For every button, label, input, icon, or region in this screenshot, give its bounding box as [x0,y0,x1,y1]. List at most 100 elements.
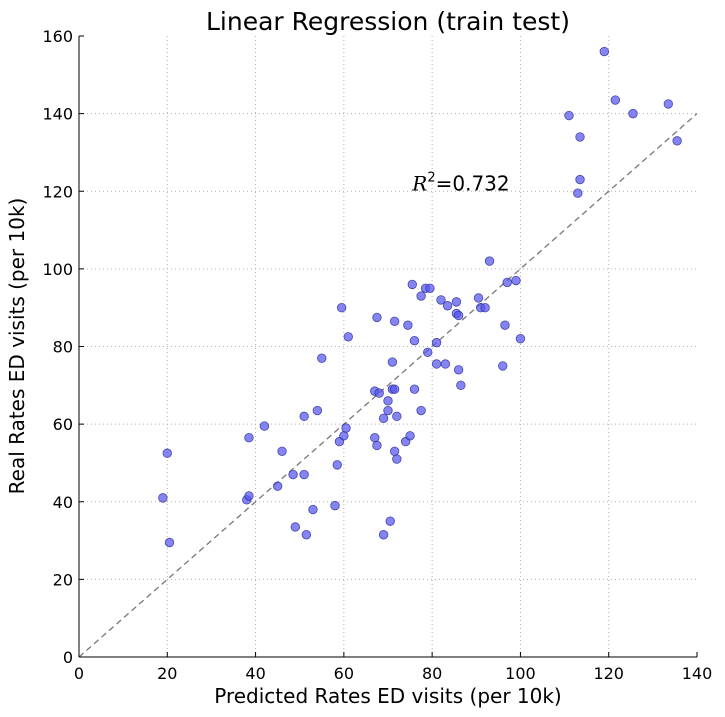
data-point [244,433,254,443]
data-point [407,279,417,290]
data-point [392,411,402,422]
r-squared-exponent: 2 [427,170,435,185]
data-point [341,423,351,433]
grid-lines [79,36,697,657]
data-point [336,302,347,313]
data-point [392,454,402,464]
data-point [573,188,583,198]
x-tick-label: 140 [682,664,713,683]
x-tick-label: 60 [334,664,354,683]
x-tick-label: 0 [74,664,84,683]
data-point [164,537,175,548]
data-point [409,384,420,394]
data-point [628,108,638,119]
data-point [416,405,426,416]
data-point [564,110,574,121]
y-tick-labels: 0 20 40 60 80 100 120 140 160 [42,27,73,667]
data-point [480,302,490,313]
identity-line [78,113,698,658]
y-tick-label: 60 [53,415,73,434]
data-point [515,334,526,344]
y-tick-label: 80 [53,338,73,357]
x-tick-label: 40 [245,664,265,683]
data-point [425,283,435,293]
data-point [317,353,327,363]
data-point [575,132,585,142]
data-point [442,301,453,311]
data-point [431,359,442,369]
data-point [158,493,168,503]
data-point [423,347,433,358]
data-point [374,388,384,398]
data-point [498,361,508,371]
data-point [162,448,172,458]
data-point [378,413,389,424]
data-point [484,256,495,266]
data-point [339,431,349,441]
chart-title: Linear Regression (train test) [206,7,570,36]
axes-frame [78,35,698,658]
data-point [383,405,393,416]
x-tick-label: 20 [157,664,177,683]
data-point [389,446,400,456]
data-point [378,530,389,540]
x-tick-labels: 0 20 40 60 80 100 120 140 [74,664,712,683]
data-point [453,310,464,321]
data-point [409,335,420,346]
r-squared-prefix: R [411,171,427,195]
data-point [330,500,340,511]
y-tick-label: 40 [53,493,73,512]
data-point [610,95,621,105]
y-tick-label: 0 [63,648,73,667]
data-point [502,277,512,288]
y-tick-label: 100 [42,260,73,279]
data-point [288,469,298,480]
data-point [308,504,318,515]
data-point [389,316,400,326]
y-tick-label: 160 [42,27,73,46]
data-point [385,516,395,526]
data-point [405,431,415,441]
y-tick-label: 20 [53,570,73,589]
data-point [511,275,521,286]
data-point [575,174,585,185]
data-point [372,312,382,323]
data-point [599,46,610,57]
x-tick-label: 120 [593,664,624,683]
data-point [332,460,342,470]
data-point [663,99,674,109]
data-point [500,320,510,330]
data-point [473,293,484,303]
data-point [370,433,380,443]
y-tick-label: 120 [42,182,73,201]
data-point [272,481,283,491]
r-squared-annotation: R2=0.732 [411,170,509,195]
x-tick-label: 100 [505,664,536,683]
data-point [440,359,451,369]
y-axis-label: Real Rates ED visits (per 10k) [5,198,29,495]
identity-line-group [78,113,698,658]
data-point [431,337,442,348]
r-squared-value: =0.732 [436,171,510,195]
data-point [343,332,353,342]
x-tick-label: 80 [422,664,442,683]
data-point [451,297,462,307]
x-axis-label: Predicted Rates ED visits (per 10k) [214,684,561,708]
data-point [372,440,382,451]
y-tick-label: 140 [42,105,73,124]
data-point [312,405,323,416]
data-point [277,446,287,456]
data-point [299,469,309,480]
data-point [672,136,682,146]
data-point [403,320,413,330]
data-point [389,384,400,394]
data-point [301,530,312,540]
data-point [387,357,398,367]
data-point [456,380,466,391]
data-point [436,295,446,305]
data-points [158,46,682,548]
data-point [383,396,393,406]
data-point [290,522,301,532]
data-point [244,491,254,501]
data-point [416,291,426,301]
